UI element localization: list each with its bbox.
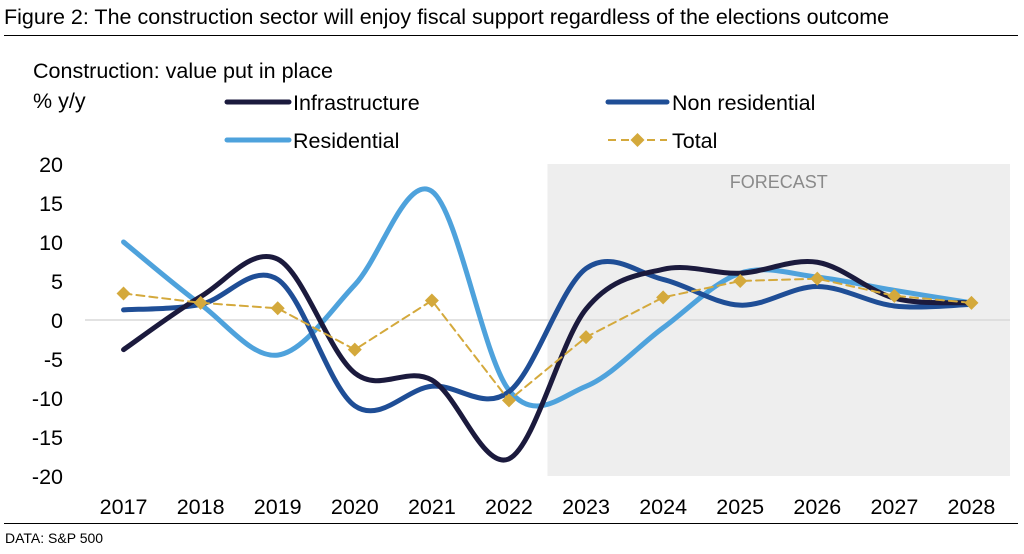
data-point-total [501, 393, 516, 408]
data-point-total [887, 288, 902, 303]
x-tick-label: 2025 [716, 495, 764, 519]
forecast-label: FORECAST [730, 172, 828, 192]
data-point-total [347, 342, 362, 357]
figure-title: Figure 2: The construction sector will e… [4, 5, 890, 29]
x-tick-label: 2022 [485, 495, 533, 519]
data-point-total [116, 286, 131, 301]
x-tick-label: 2026 [793, 495, 841, 519]
data-point-total [270, 301, 285, 316]
legend: Infrastructure Non residential Residenti… [224, 91, 815, 153]
y-tick-label: -15 [32, 426, 63, 450]
data-point-total [733, 274, 748, 288]
x-tick-label: 2027 [870, 495, 918, 519]
x-tick-label: 2020 [331, 495, 379, 519]
x-tick-label: 2018 [177, 495, 225, 519]
x-tick-label: 2028 [948, 495, 996, 519]
y-tick-label: 0 [51, 309, 63, 333]
data-point-total [964, 295, 979, 310]
data-point-total [656, 290, 671, 305]
footer-divider [4, 523, 1018, 524]
title-divider [4, 35, 1018, 36]
x-tick-label: 2017 [100, 495, 148, 519]
chart-title: Construction: value put in place [33, 59, 333, 83]
series-line-infrastructure [121, 254, 974, 463]
x-axis-ticks: 2017 2018 2019 2020 2021 2022 2023 2024 2025 2026… [100, 495, 996, 519]
y-axis-unit: % y/y [33, 89, 86, 113]
y-tick-label: 15 [39, 192, 63, 216]
y-tick-label: -5 [44, 348, 63, 372]
x-tick-label: 2021 [408, 495, 456, 519]
x-tick-label: 2019 [254, 495, 302, 519]
data-point-total [424, 293, 439, 308]
legend-marker-total [630, 133, 645, 147]
y-axis-ticks: 20 15 10 5 0 -5 -10 -15 -20 [32, 153, 63, 489]
y-tick-label: 20 [39, 153, 63, 177]
legend-label-total: Total [672, 129, 717, 153]
legend-label-non-residential: Non residential [672, 91, 815, 115]
series-line-total [122, 277, 973, 402]
data-point-total [193, 295, 208, 310]
data-source: DATA: S&P 500 [5, 530, 104, 546]
y-tick-label: 10 [39, 231, 63, 255]
x-tick-label: 2023 [562, 495, 610, 519]
y-tick-label: 5 [51, 270, 63, 294]
data-point-total [579, 330, 594, 345]
y-tick-label: -10 [32, 387, 63, 411]
y-tick-label: -20 [32, 465, 63, 489]
series-line-non-residential [121, 258, 974, 414]
x-tick-label: 2024 [639, 495, 687, 519]
legend-label-infrastructure: Infrastructure [293, 91, 420, 115]
legend-label-residential: Residential [293, 129, 399, 153]
data-point-total [810, 271, 825, 286]
total-markers [116, 271, 979, 408]
